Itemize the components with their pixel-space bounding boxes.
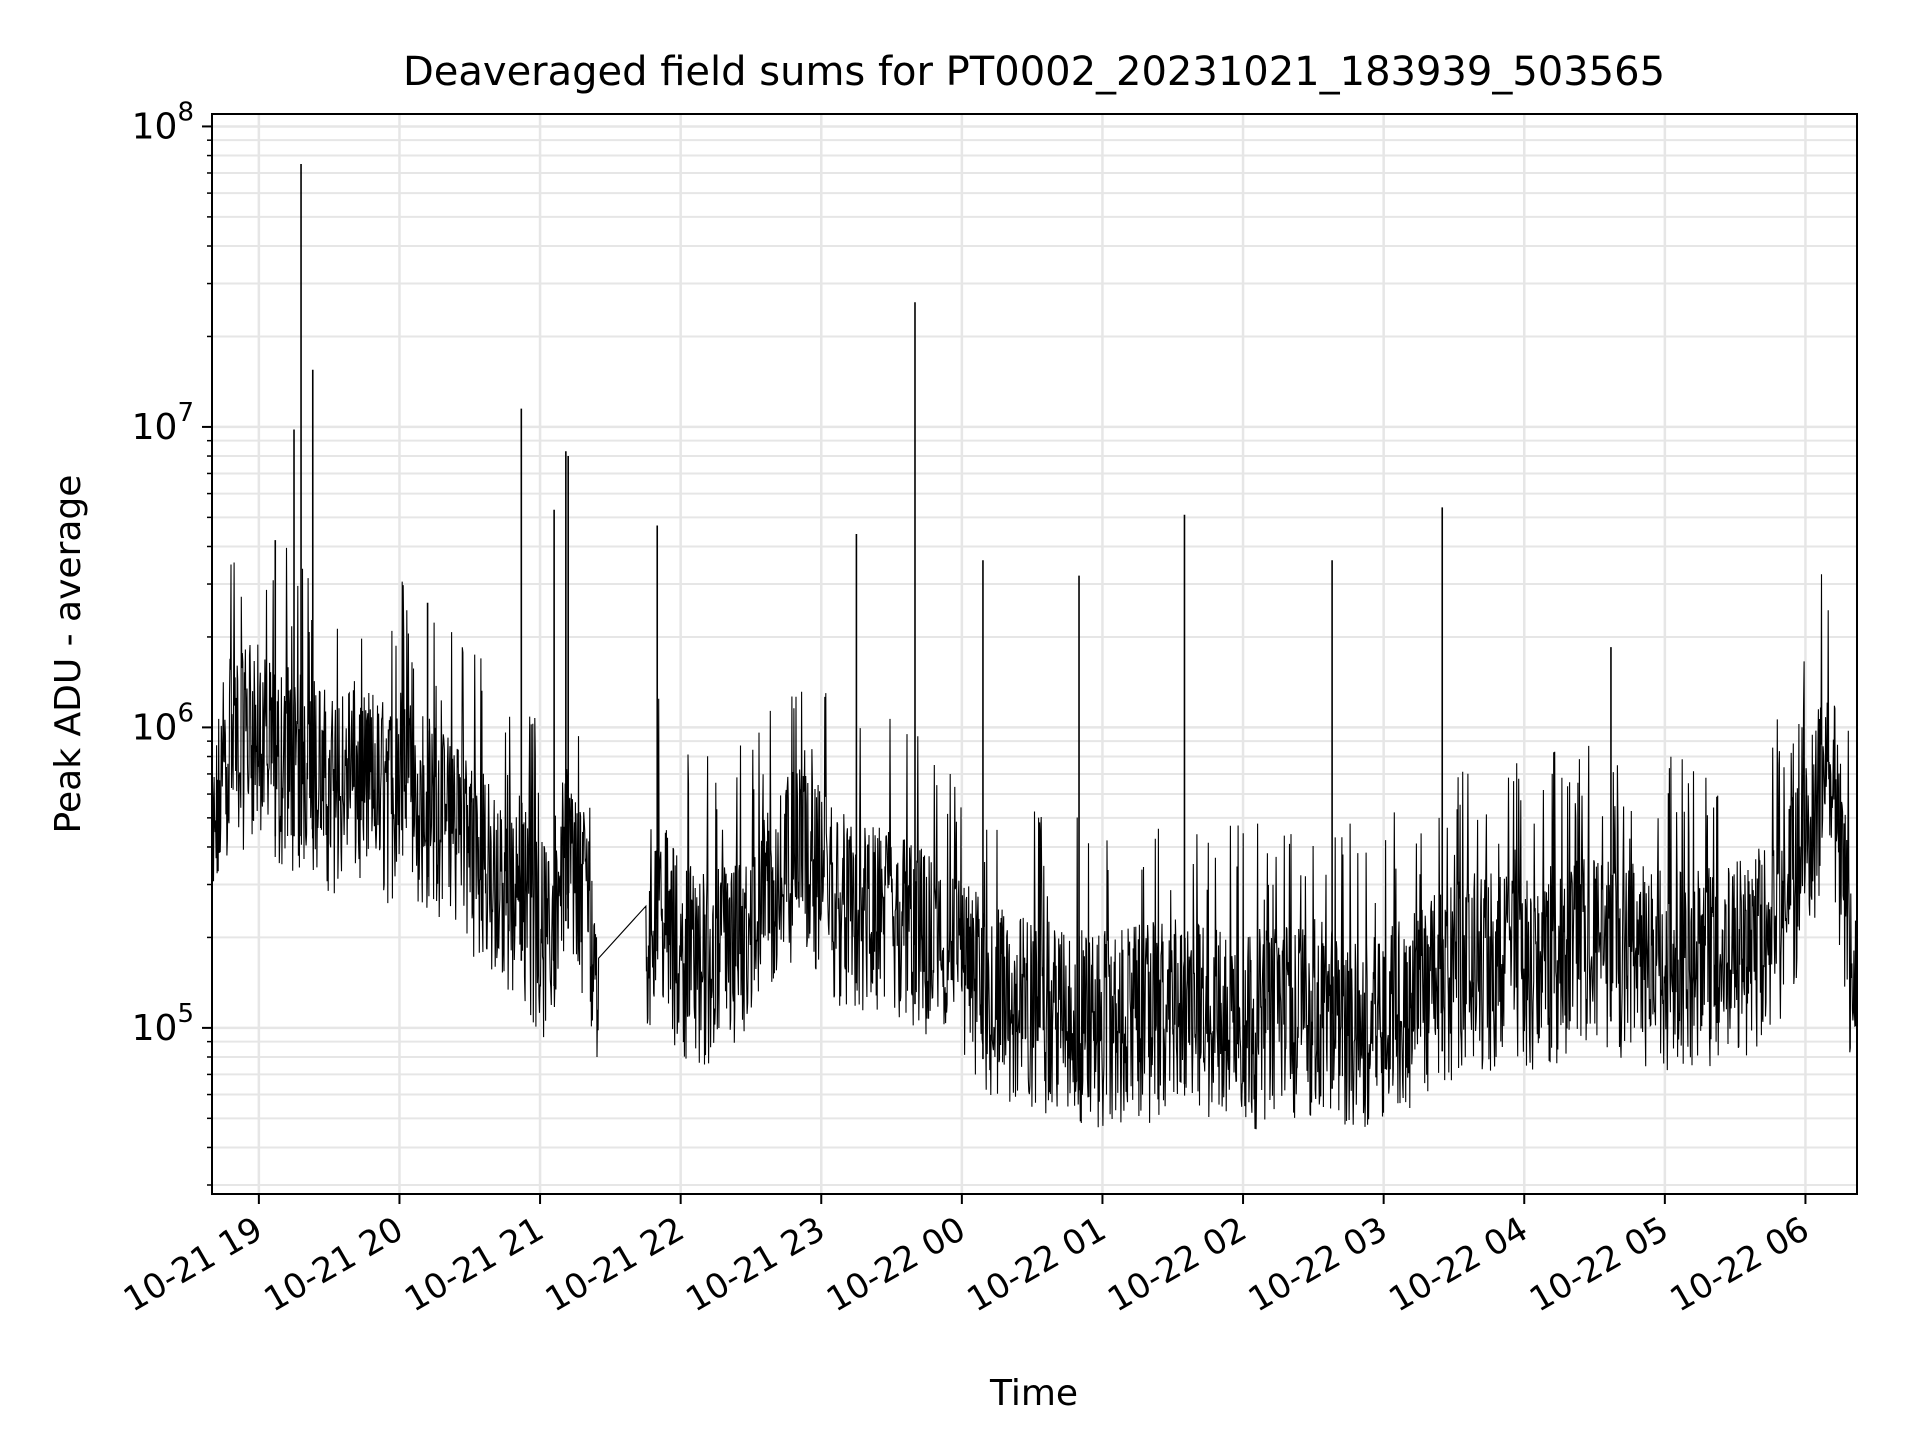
y-tick-label-base: 10 xyxy=(132,1008,178,1049)
y-tick-label-base: 10 xyxy=(132,106,178,147)
y-tick-label-exponent: 7 xyxy=(177,398,194,428)
y-tick-label: 107 xyxy=(132,398,194,448)
y-tick-label-base: 10 xyxy=(132,407,178,448)
series-layer xyxy=(211,163,1858,1130)
series-line xyxy=(211,547,1858,1130)
y-tick-label: 105 xyxy=(132,999,194,1049)
chart-title: Deaveraged field sums for PT0002_2023102… xyxy=(403,49,1665,95)
y-tick-label-exponent: 8 xyxy=(177,97,194,127)
y-tick-label: 108 xyxy=(132,97,194,147)
y-tick-label: 106 xyxy=(132,698,194,748)
y-tick-label-exponent: 5 xyxy=(177,999,194,1029)
y-tick-label-exponent: 6 xyxy=(177,698,194,728)
y-axis-label: Peak ADU - average xyxy=(48,475,89,834)
plot-frame xyxy=(211,113,1858,1195)
y-tick-label-base: 10 xyxy=(132,707,178,748)
x-axis-label: Time xyxy=(989,1373,1078,1414)
